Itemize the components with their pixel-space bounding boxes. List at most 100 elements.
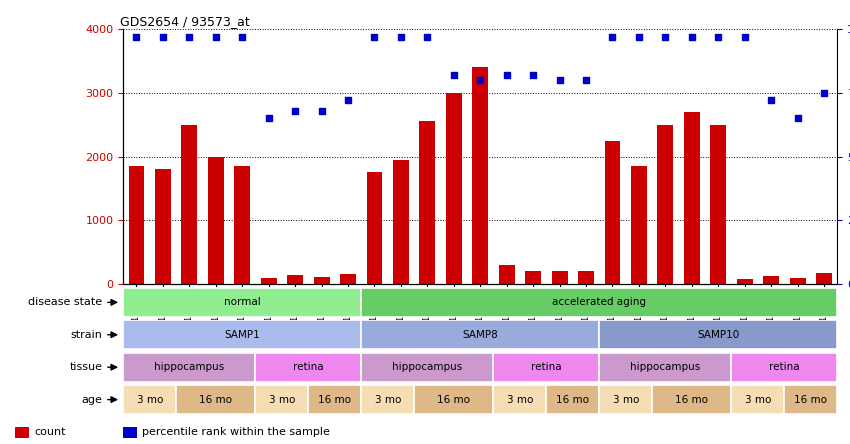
- Bar: [652, 385, 732, 414]
- Bar: [547, 385, 599, 414]
- Point: [130, 33, 144, 40]
- Text: 16 mo: 16 mo: [556, 395, 589, 404]
- Bar: [499, 265, 514, 284]
- Text: tissue: tissue: [70, 362, 103, 372]
- Text: SAMP1: SAMP1: [224, 330, 260, 340]
- Bar: [261, 278, 276, 284]
- Text: 3 mo: 3 mo: [613, 395, 639, 404]
- Text: normal: normal: [224, 297, 261, 307]
- Bar: [366, 172, 383, 284]
- Bar: [684, 112, 700, 284]
- Bar: [393, 160, 409, 284]
- Bar: [732, 353, 837, 382]
- Text: 3 mo: 3 mo: [375, 395, 401, 404]
- Bar: [816, 274, 832, 284]
- Bar: [256, 385, 309, 414]
- Text: retina: retina: [531, 362, 562, 372]
- Bar: [256, 353, 361, 382]
- Point: [606, 33, 620, 40]
- Bar: [552, 271, 568, 284]
- Text: 3 mo: 3 mo: [745, 395, 771, 404]
- Bar: [361, 353, 494, 382]
- Point: [790, 115, 804, 122]
- Text: 16 mo: 16 mo: [318, 395, 351, 404]
- Bar: [599, 353, 732, 382]
- Bar: [494, 353, 599, 382]
- Bar: [314, 277, 330, 284]
- Bar: [123, 353, 256, 382]
- Point: [447, 71, 461, 79]
- Bar: [446, 93, 462, 284]
- Bar: [599, 320, 837, 349]
- Bar: [181, 125, 197, 284]
- Bar: [473, 67, 488, 284]
- Bar: [123, 427, 137, 438]
- Bar: [361, 288, 837, 317]
- Point: [579, 76, 592, 83]
- Text: hippocampus: hippocampus: [630, 362, 700, 372]
- Bar: [123, 320, 361, 349]
- Text: retina: retina: [769, 362, 800, 372]
- Point: [235, 33, 249, 40]
- Text: disease state: disease state: [28, 297, 103, 307]
- Text: accelerated aging: accelerated aging: [552, 297, 646, 307]
- Text: 16 mo: 16 mo: [437, 395, 470, 404]
- Bar: [790, 278, 806, 284]
- Point: [394, 33, 408, 40]
- Bar: [419, 121, 435, 284]
- Bar: [340, 274, 356, 284]
- Point: [500, 71, 513, 79]
- Text: strain: strain: [71, 330, 103, 340]
- Bar: [123, 288, 361, 317]
- Point: [368, 33, 382, 40]
- Point: [685, 33, 699, 40]
- Point: [817, 89, 830, 96]
- Text: age: age: [82, 395, 103, 404]
- Text: percentile rank within the sample: percentile rank within the sample: [142, 427, 331, 437]
- Bar: [657, 125, 673, 284]
- Bar: [599, 385, 652, 414]
- Point: [526, 71, 540, 79]
- Point: [262, 115, 275, 122]
- Point: [314, 107, 328, 114]
- Point: [288, 107, 302, 114]
- Text: 16 mo: 16 mo: [199, 395, 232, 404]
- Text: count: count: [34, 427, 65, 437]
- Bar: [128, 166, 144, 284]
- Bar: [14, 427, 29, 438]
- Bar: [155, 169, 171, 284]
- Bar: [604, 141, 620, 284]
- Bar: [494, 385, 547, 414]
- Bar: [287, 274, 303, 284]
- Point: [156, 33, 170, 40]
- Bar: [361, 320, 599, 349]
- Bar: [123, 385, 176, 414]
- Text: hippocampus: hippocampus: [154, 362, 224, 372]
- Point: [764, 97, 778, 104]
- Bar: [361, 385, 414, 414]
- Bar: [309, 385, 361, 414]
- Point: [711, 33, 725, 40]
- Bar: [631, 166, 647, 284]
- Text: SAMP10: SAMP10: [697, 330, 740, 340]
- Bar: [525, 271, 541, 284]
- Bar: [711, 125, 726, 284]
- Text: 16 mo: 16 mo: [675, 395, 708, 404]
- Point: [632, 33, 646, 40]
- Bar: [578, 271, 594, 284]
- Bar: [785, 385, 837, 414]
- Point: [738, 33, 751, 40]
- Point: [552, 76, 566, 83]
- Text: 16 mo: 16 mo: [794, 395, 827, 404]
- Point: [421, 33, 434, 40]
- Bar: [763, 276, 779, 284]
- Text: hippocampus: hippocampus: [392, 362, 462, 372]
- Bar: [208, 157, 224, 284]
- Bar: [176, 385, 256, 414]
- Point: [341, 97, 354, 104]
- Point: [183, 33, 196, 40]
- Bar: [414, 385, 494, 414]
- Bar: [235, 166, 250, 284]
- Point: [473, 76, 487, 83]
- Text: 3 mo: 3 mo: [507, 395, 533, 404]
